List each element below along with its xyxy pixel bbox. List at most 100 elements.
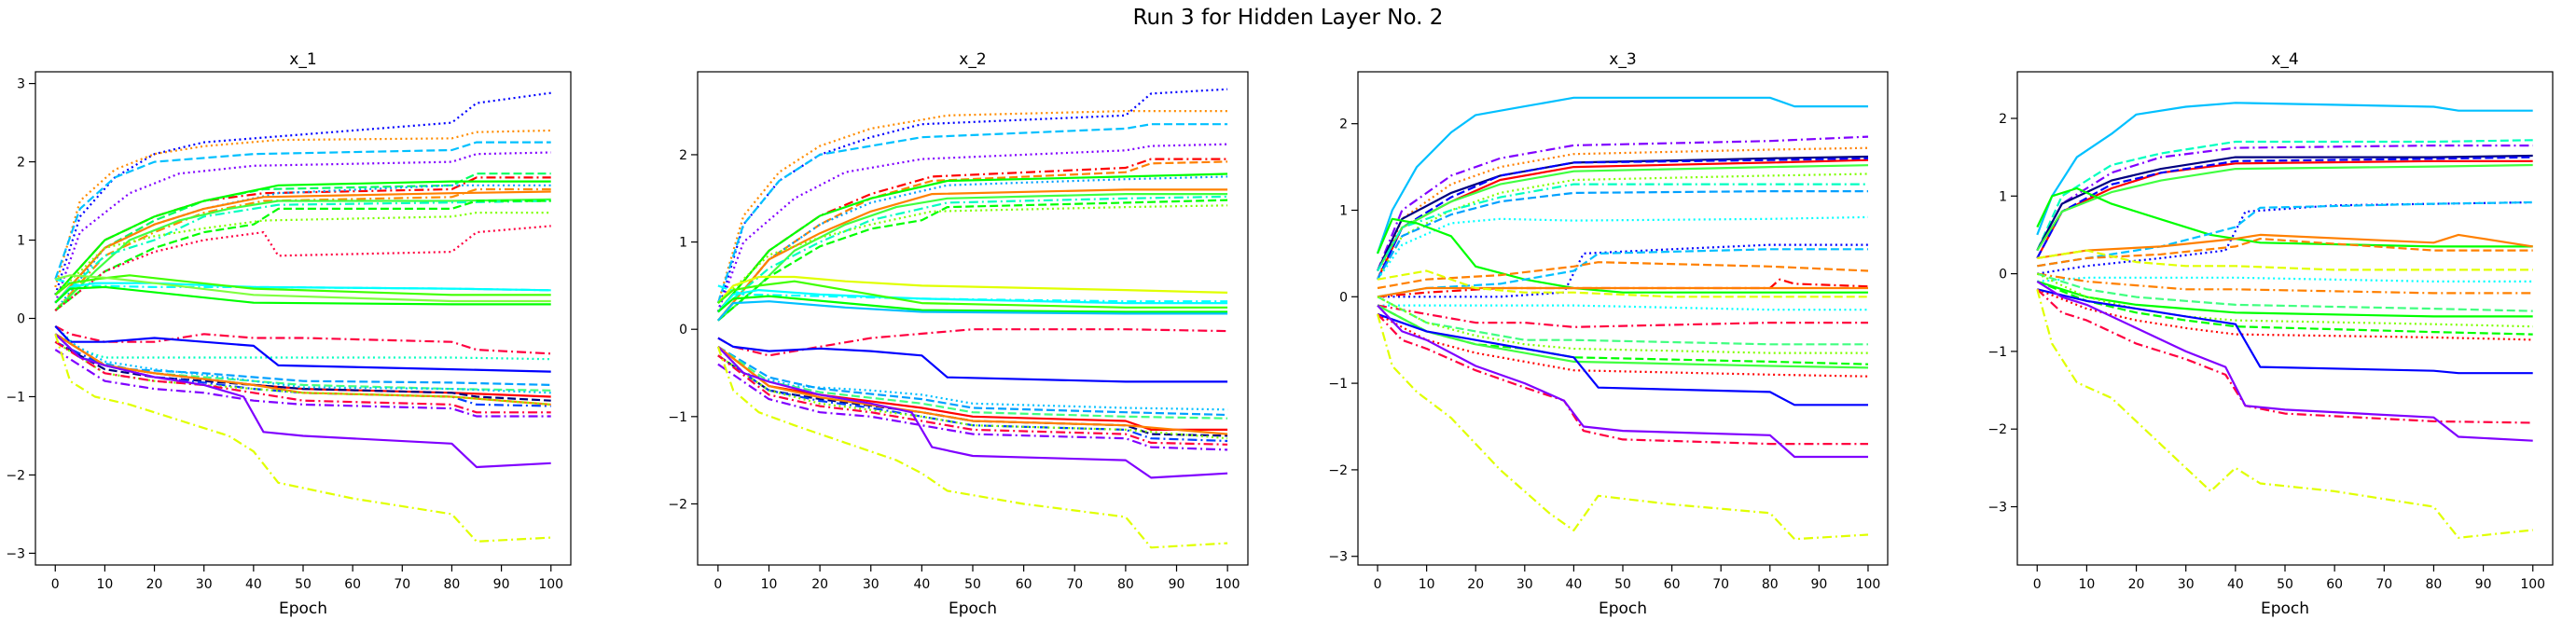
series-line <box>54 285 551 306</box>
series-line <box>1377 304 1868 459</box>
series-line <box>717 354 1228 446</box>
series-line <box>54 198 551 311</box>
series-line <box>717 363 1228 451</box>
y-tick-label: −1 <box>1328 377 1348 392</box>
x-tick-label: 0 <box>2033 577 2042 592</box>
series-line <box>717 160 1228 322</box>
series-line <box>1377 215 1869 281</box>
x-tick-label: 90 <box>1169 577 1185 592</box>
series-line <box>717 346 1228 411</box>
x-tick-label: 20 <box>2128 577 2145 592</box>
series-line <box>1377 164 1869 272</box>
x-tick-label: 70 <box>394 577 410 592</box>
series-line <box>717 346 1228 435</box>
series-line <box>2037 249 2533 271</box>
series-line <box>54 325 551 361</box>
y-tick-label: 2 <box>679 148 687 163</box>
series-line <box>54 325 551 373</box>
y-tick-label: 0 <box>1999 268 2007 282</box>
series-line <box>54 141 551 280</box>
y-tick-label: −2 <box>6 468 25 483</box>
series-line <box>717 188 1228 322</box>
series-line <box>717 280 1228 309</box>
series-line <box>716 346 1228 549</box>
x-tick-label: 10 <box>2078 577 2095 592</box>
x-axis-label: Epoch <box>949 599 997 618</box>
subplot-title: x_4 <box>2271 50 2298 69</box>
series-line <box>54 200 551 311</box>
series-line <box>1377 155 1869 271</box>
y-tick-label: −1 <box>1987 345 2007 360</box>
x-tick-label: 80 <box>2426 577 2443 592</box>
series-line <box>2037 200 2533 275</box>
series-line <box>2037 233 2533 259</box>
series-line <box>717 354 1228 443</box>
x-tick-label: 100 <box>1215 577 1240 592</box>
series-line <box>1376 96 1868 255</box>
x-tick-label: 70 <box>1712 577 1729 592</box>
series-line <box>2036 280 2533 442</box>
series-line <box>1377 248 1868 298</box>
series-line <box>1377 157 1869 281</box>
x-tick-label: 100 <box>538 577 563 592</box>
x-tick-label: 0 <box>713 577 722 592</box>
series-line <box>54 200 551 304</box>
x-tick-label: 30 <box>2178 577 2195 592</box>
subplot-4: 0 10 20 30 40 50 60 70 80 90 100 −3 −2 −1 0 1 2 x_4 Epoch <box>1987 50 2554 618</box>
series-line <box>717 295 1228 313</box>
y-tick-label: 1 <box>1339 203 1348 218</box>
x-tick-label: 100 <box>2520 577 2545 592</box>
series-line <box>1377 190 1868 281</box>
series-line <box>717 337 1228 383</box>
y-tick-label: −2 <box>668 497 687 512</box>
series-line <box>54 324 551 355</box>
x-tick-label: 20 <box>811 577 828 592</box>
series-line <box>1377 296 1868 346</box>
x-tick-label: 50 <box>964 577 981 592</box>
series-line <box>1377 313 1868 446</box>
y-tick-label: 2 <box>1999 112 2007 127</box>
y-tick-label: 3 <box>17 77 25 92</box>
x-tick-label: 60 <box>1016 577 1032 592</box>
series-line <box>1378 243 1868 298</box>
series-line <box>54 340 551 414</box>
figure-title: Run 3 for Hidden Layer No. 2 <box>1132 6 1444 30</box>
series-line <box>717 354 1228 437</box>
series-line <box>717 300 1228 322</box>
subplot-title: x_3 <box>1609 50 1636 69</box>
series-line <box>54 349 551 418</box>
series-line <box>717 354 1228 440</box>
y-tick-label: 1 <box>679 236 687 251</box>
series-line <box>54 184 551 311</box>
series-line <box>717 284 1228 303</box>
x-tick-label: 40 <box>2227 577 2244 592</box>
x-tick-label: 70 <box>2375 577 2392 592</box>
series-line <box>2036 163 2533 252</box>
series-line <box>54 340 551 402</box>
series-line <box>1377 312 1868 406</box>
series-line <box>717 199 1228 322</box>
subplot-2: 0 10 20 30 40 50 60 70 80 90 100 −2 −1 0 1 2 x_2 Epoch <box>668 50 1249 618</box>
series-line <box>2037 276 2533 282</box>
series-line <box>1376 313 1869 541</box>
series-line <box>716 143 1228 312</box>
x-tick-label: 80 <box>1117 577 1134 592</box>
x-tick-label: 90 <box>1810 577 1827 592</box>
x-tick-label: 50 <box>295 577 312 592</box>
series-line <box>2036 102 2533 236</box>
x-tick-label: 40 <box>245 577 262 592</box>
series-line <box>54 333 551 469</box>
x-tick-label: 100 <box>1856 577 1881 592</box>
series-line <box>2036 139 2533 252</box>
series-line <box>717 195 1228 313</box>
y-tick-label: 0 <box>17 312 25 327</box>
x-tick-label: 10 <box>1419 577 1435 592</box>
subplot-1: 0 10 20 30 40 50 60 70 80 90 100 −3 −2 −1 0 1 2 3 x_1 Epoch <box>6 50 572 618</box>
series-line <box>717 345 1228 417</box>
series-line <box>716 88 1228 312</box>
x-tick-label: 10 <box>96 577 113 592</box>
axes-frame <box>35 71 572 566</box>
series-line <box>717 172 1228 313</box>
x-axis-label: Epoch <box>1599 599 1647 618</box>
x-tick-label: 60 <box>2326 577 2343 592</box>
